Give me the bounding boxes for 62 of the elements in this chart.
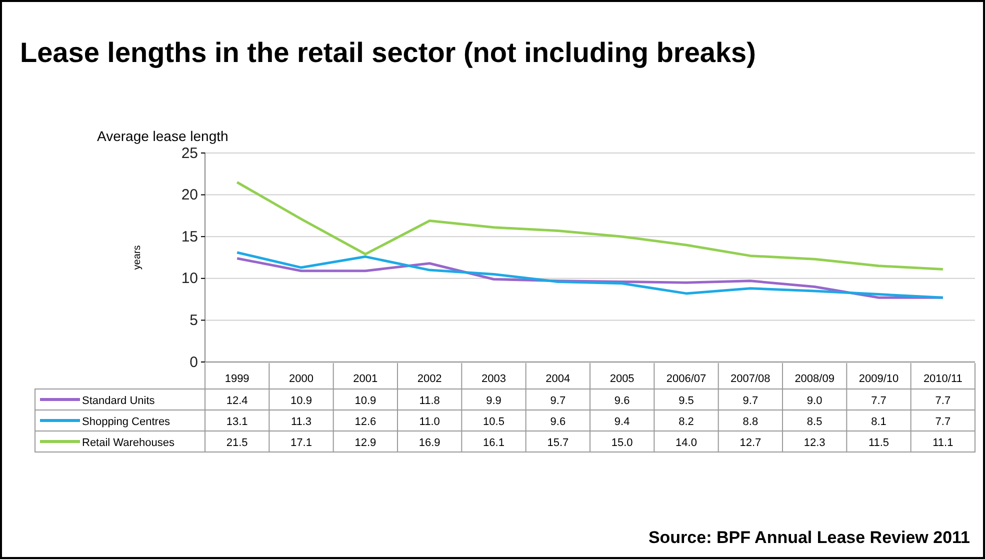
data-label: 9.6 bbox=[550, 416, 566, 428]
y-tick-label: 20 bbox=[181, 186, 198, 204]
y-tick-label: 15 bbox=[181, 228, 198, 246]
data-label: 8.8 bbox=[742, 416, 758, 428]
data-label: 11.0 bbox=[419, 416, 440, 428]
data-label: 12.4 bbox=[226, 395, 248, 407]
data-label: 11.8 bbox=[419, 395, 440, 407]
data-label: 7.7 bbox=[871, 395, 886, 407]
data-label: 17.1 bbox=[290, 437, 312, 449]
data-label: 15.7 bbox=[547, 437, 569, 449]
source-note: Source: BPF Annual Lease Review 2011 bbox=[648, 528, 970, 547]
data-label: 14.0 bbox=[676, 437, 697, 449]
data-label: 9.7 bbox=[550, 395, 566, 407]
data-label: 16.9 bbox=[418, 437, 440, 449]
y-tick-label: 25 bbox=[181, 144, 198, 162]
x-tick-label: 2006/07 bbox=[666, 373, 706, 385]
y-tick-label: 5 bbox=[190, 312, 198, 329]
data-label: 8.1 bbox=[871, 416, 886, 428]
data-label: 12.9 bbox=[354, 437, 376, 449]
x-tick-label: 2000 bbox=[289, 373, 314, 385]
data-label: 11.5 bbox=[868, 437, 890, 449]
data-label: 7.7 bbox=[935, 416, 951, 428]
x-tick-label: 2009/10 bbox=[858, 373, 899, 385]
data-label: 15.0 bbox=[611, 437, 633, 449]
data-label: 21.5 bbox=[226, 437, 248, 449]
x-tick-label: 1999 bbox=[224, 373, 250, 385]
data-label: 8.2 bbox=[678, 416, 694, 428]
y-tick-label: 10 bbox=[181, 270, 198, 288]
data-label: 9.7 bbox=[742, 395, 758, 407]
x-tick-label: 2010/11 bbox=[923, 373, 962, 385]
data-label: 10.9 bbox=[354, 395, 376, 407]
x-tick-label: 2002 bbox=[417, 373, 442, 385]
data-label: 16.1 bbox=[483, 437, 504, 449]
data-label: 13.1 bbox=[226, 416, 248, 428]
data-label: 10.9 bbox=[290, 395, 312, 407]
data-label: 10.5 bbox=[483, 416, 504, 428]
data-label: 9.6 bbox=[614, 395, 630, 407]
legend-label: Retail Warehouses bbox=[82, 437, 176, 449]
data-label: 12.7 bbox=[740, 437, 762, 449]
data-label: 9.9 bbox=[486, 395, 502, 407]
y-tick-label: 0 bbox=[190, 354, 198, 371]
legend-label: Shopping Centres bbox=[82, 416, 171, 428]
text: Average lease length bbox=[97, 128, 228, 144]
x-tick-label: 2005 bbox=[610, 373, 634, 385]
data-label: 9.5 bbox=[678, 395, 694, 407]
data-label: 11.3 bbox=[290, 416, 312, 428]
line-series bbox=[236, 181, 944, 270]
x-tick-label: 2001 bbox=[353, 373, 378, 385]
data-label: 7.7 bbox=[935, 395, 951, 407]
data-label: 8.5 bbox=[806, 416, 822, 428]
chart-title: Lease lengths in the retail sector (not including breaks) bbox=[20, 37, 756, 68]
y-axis-title: years bbox=[132, 245, 143, 270]
x-tick-label: 2003 bbox=[482, 373, 506, 385]
data-label: 9.4 bbox=[614, 416, 630, 428]
x-tick-label: 2008/09 bbox=[794, 373, 834, 385]
x-tick-label: 2007/08 bbox=[730, 373, 770, 385]
legend-label: Standard Units bbox=[82, 395, 156, 407]
x-tick-label: 2004 bbox=[546, 373, 570, 385]
data-label: 9.0 bbox=[806, 395, 822, 407]
data-label: 11.1 bbox=[932, 437, 954, 449]
data-label: 12.6 bbox=[354, 416, 376, 428]
data-label: 12.3 bbox=[804, 437, 826, 449]
